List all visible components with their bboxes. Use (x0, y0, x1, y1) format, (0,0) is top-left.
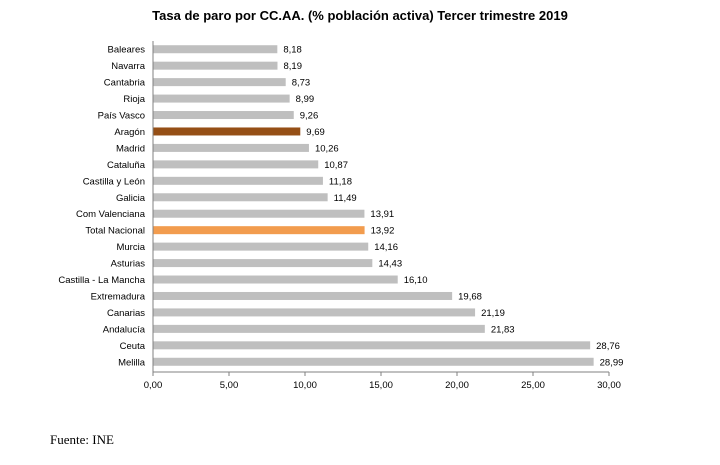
bar (153, 45, 278, 54)
category-label: Com Valenciana (76, 209, 146, 220)
data-label: 13,92 (371, 226, 395, 237)
category-label: Aragón (114, 127, 145, 138)
data-label: 10,26 (315, 143, 339, 154)
bar (153, 357, 594, 366)
category-label: País Vasco (98, 111, 145, 122)
data-label: 19,68 (458, 291, 482, 302)
category-label: Cantabria (104, 78, 146, 89)
x-axis: 0,00 5,00 10,00 15,00 20,00 25,00 30,00 (144, 41, 621, 391)
data-label: 14,43 (378, 259, 402, 270)
data-label: 9,69 (306, 127, 325, 138)
bar (153, 341, 591, 350)
bar (153, 160, 319, 169)
x-tick-label: 10,00 (293, 380, 317, 391)
x-tick-label: 0,00 (144, 380, 163, 391)
bar (153, 291, 453, 300)
bars-layer: Baleares 8,18 Navarra 8,19 Cantabria 8,73 Rioj… (58, 45, 623, 369)
data-label: 21,19 (481, 308, 505, 319)
bar (153, 94, 290, 103)
bar (153, 226, 365, 235)
category-label: Melilla (118, 357, 146, 368)
bar (153, 275, 398, 284)
bar (153, 61, 278, 70)
bar (153, 308, 476, 317)
category-label: Rioja (123, 94, 145, 105)
bar (153, 143, 309, 152)
bar (153, 242, 369, 251)
category-label: Cataluña (107, 160, 146, 171)
bar (153, 209, 365, 218)
chart-title: Tasa de paro por CC.AA. (% población act… (152, 8, 568, 23)
data-label: 21,83 (491, 324, 515, 335)
x-tick-label: 25,00 (521, 380, 545, 391)
category-label: Ceuta (120, 341, 146, 352)
category-label: Madrid (116, 143, 145, 154)
bar (153, 259, 373, 268)
data-label: 8,18 (283, 45, 302, 56)
data-label: 14,16 (374, 242, 398, 253)
category-label: Asturias (111, 259, 146, 270)
x-tick-label: 20,00 (445, 380, 469, 391)
bar (153, 176, 323, 185)
data-label: 11,18 (329, 176, 352, 187)
bar (153, 111, 294, 120)
x-tick-label: 5,00 (220, 380, 239, 391)
bar (153, 78, 286, 87)
category-label: Canarias (107, 308, 145, 319)
data-label: 11,49 (334, 193, 357, 204)
data-label: 28,76 (596, 341, 620, 352)
data-label: 8,99 (296, 94, 315, 105)
category-label: Navarra (111, 61, 146, 72)
category-label: Castilla y León (83, 176, 145, 187)
bar (153, 127, 301, 136)
data-label: 10,87 (324, 160, 348, 171)
x-tick-label: 15,00 (369, 380, 393, 391)
data-label: 16,10 (404, 275, 428, 286)
category-label: Murcia (116, 242, 145, 253)
data-label: 8,19 (283, 61, 302, 72)
category-label: Andalucía (103, 324, 146, 335)
data-label: 9,26 (300, 111, 319, 122)
source-note: Fuente: INE (50, 432, 114, 447)
category-label: Total Nacional (85, 226, 145, 237)
category-label: Baleares (108, 45, 146, 56)
category-label: Extremadura (91, 291, 146, 302)
data-label: 28,99 (600, 357, 624, 368)
category-label: Galicia (116, 193, 146, 204)
bar (153, 324, 485, 333)
category-label: Castilla - La Mancha (58, 275, 145, 286)
bar (153, 193, 328, 202)
data-label: 8,73 (292, 78, 311, 89)
data-label: 13,91 (370, 209, 394, 220)
x-tick-label: 30,00 (597, 380, 621, 391)
